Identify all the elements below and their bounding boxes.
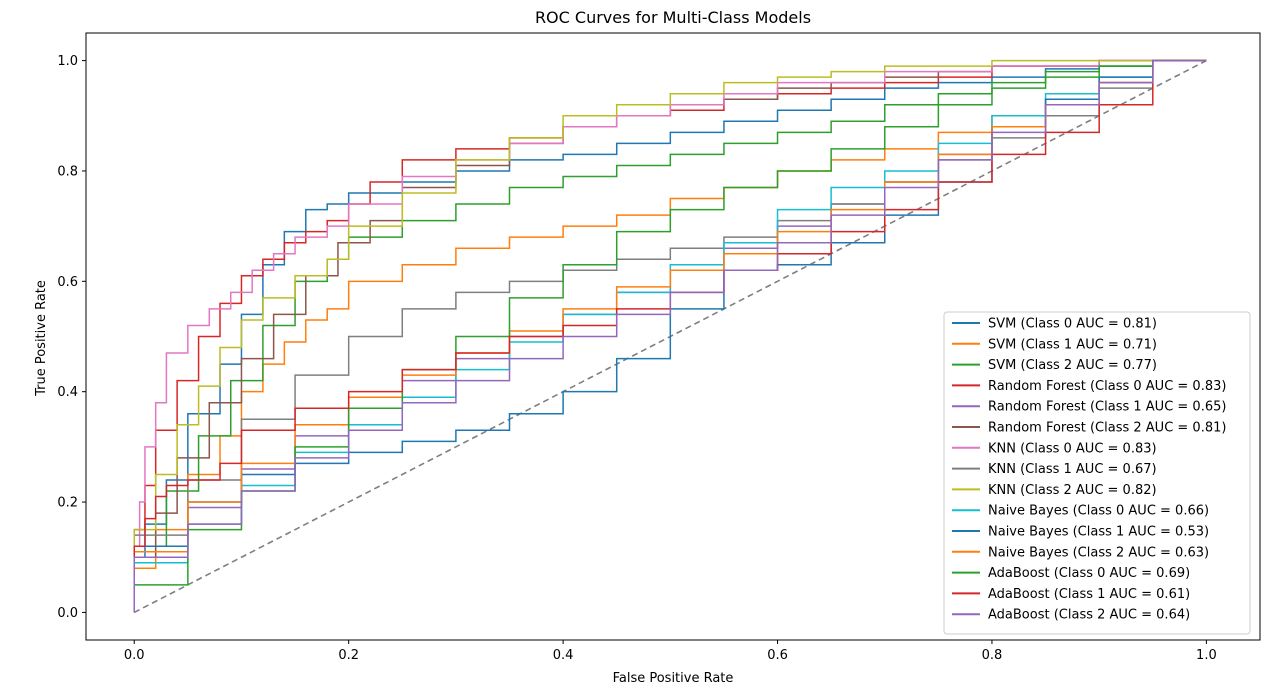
- roc-curve-knn-class-2-auc-0-82: [133, 59, 1207, 613]
- plot-area: 0.0 0.2 0.4 0.6 0.8 1.0 0.0 0.2 0.4 0.6 0.8 1.0: [57, 32, 1261, 663]
- legend-entry: AdaBoost (Class 0 AUC = 0.69): [988, 566, 1190, 581]
- roc-curve-adaboost-class-2-auc-0-64: [133, 59, 1207, 613]
- y-tick-label: 1.0: [57, 54, 78, 69]
- y-tick-label: 0.2: [57, 496, 78, 511]
- x-tick-label: 1.0: [1196, 648, 1217, 663]
- y-tick-label: 0.4: [57, 385, 78, 400]
- series-group: [133, 59, 1207, 614]
- legend-entry: Random Forest (Class 1 AUC = 0.65): [988, 400, 1226, 415]
- legend-entry: KNN (Class 0 AUC = 0.83): [988, 441, 1157, 456]
- legend-entry: AdaBoost (Class 2 AUC = 0.64): [988, 608, 1190, 623]
- chart-title: ROC Curves for Multi-Class Models: [535, 8, 811, 27]
- x-tick-label: 0.2: [338, 648, 359, 663]
- legend-entry: SVM (Class 0 AUC = 0.81): [988, 317, 1157, 332]
- legend-entry: KNN (Class 1 AUC = 0.67): [988, 462, 1157, 477]
- x-tick-label: 0.4: [553, 648, 574, 663]
- x-tick-label: 0.0: [124, 648, 145, 663]
- legend-entry: SVM (Class 1 AUC = 0.71): [988, 337, 1157, 352]
- legend-entry: SVM (Class 2 AUC = 0.77): [988, 358, 1157, 373]
- legend-entry: KNN (Class 2 AUC = 0.82): [988, 483, 1157, 498]
- legend-box: [943, 311, 1251, 635]
- roc-curve-naive-bayes-class-2-auc-0-63: [133, 59, 1207, 613]
- legend-entry: Random Forest (Class 0 AUC = 0.83): [988, 379, 1226, 394]
- legend-entry: Random Forest (Class 2 AUC = 0.81): [988, 421, 1226, 436]
- y-tick-label: 0.0: [57, 606, 78, 621]
- y-tick-label: 0.6: [57, 275, 78, 290]
- axes-frame: [85, 32, 1261, 641]
- roc-curve-knn-class-1-auc-0-67: [133, 59, 1207, 613]
- legend-entry: Naive Bayes (Class 1 AUC = 0.53): [988, 525, 1209, 540]
- y-axis-label: True Positive Rate: [34, 280, 49, 397]
- x-tick-label: 0.8: [982, 648, 1003, 663]
- legend-entry: Naive Bayes (Class 2 AUC = 0.63): [988, 545, 1209, 560]
- y-tick-label: 0.8: [57, 164, 78, 179]
- x-axis-label: False Positive Rate: [613, 671, 734, 686]
- x-tick-label: 0.6: [767, 648, 788, 663]
- legend-entry: Naive Bayes (Class 0 AUC = 0.66): [988, 504, 1209, 519]
- legend-entry: AdaBoost (Class 1 AUC = 0.61): [988, 587, 1190, 602]
- legend: SVM (Class 0 AUC = 0.81) SVM (Class 1 AUC…: [943, 311, 1251, 635]
